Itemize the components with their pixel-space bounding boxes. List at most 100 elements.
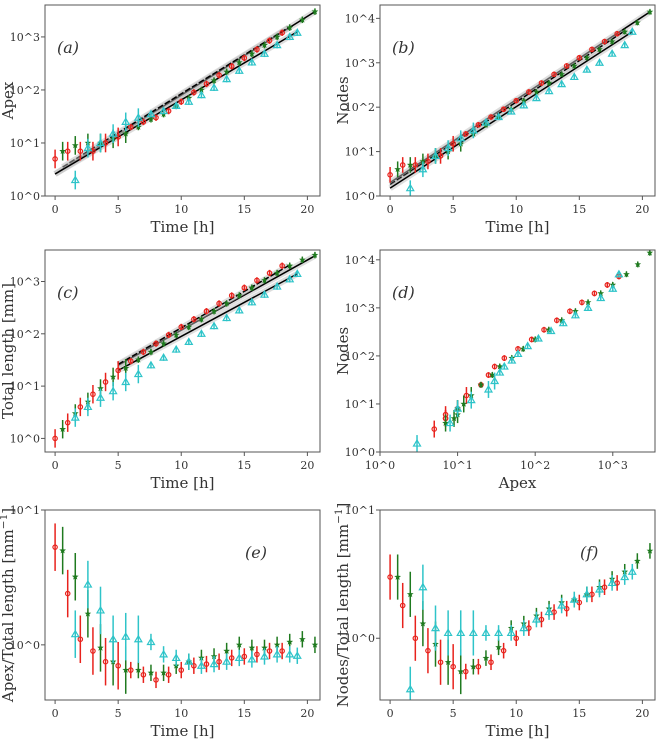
data-point — [531, 93, 541, 102]
data-point — [153, 114, 159, 121]
data-point — [495, 367, 505, 376]
data-point — [523, 341, 533, 350]
x-tick-label: 15 — [572, 203, 586, 216]
fit-line — [117, 265, 289, 366]
data-point — [146, 637, 156, 646]
data-point — [178, 324, 185, 330]
data-point — [634, 19, 641, 26]
data-point — [122, 666, 130, 673]
data-point — [285, 274, 295, 283]
data-point — [579, 299, 585, 306]
data-point — [286, 24, 294, 31]
data-point — [171, 101, 181, 110]
x-tick-label: 15 — [572, 707, 586, 720]
plot-area — [52, 8, 319, 190]
data-point — [83, 143, 93, 152]
data-point — [450, 140, 456, 147]
y-tick-label: 10^4 — [345, 12, 375, 25]
x-tick-label: 15 — [237, 459, 251, 472]
data-point — [544, 86, 554, 95]
data-point — [646, 547, 654, 554]
x-tick-label: 0 — [387, 707, 394, 720]
y-tick-label: 10^0 — [345, 190, 375, 203]
axes-frame — [44, 4, 321, 197]
data-point — [108, 128, 118, 137]
data-point — [261, 276, 268, 284]
data-point — [223, 647, 230, 654]
data-point — [418, 582, 428, 591]
data-point — [488, 114, 494, 120]
data-point — [203, 81, 210, 87]
data-point — [52, 544, 58, 550]
y-axis-label: Apex — [0, 81, 17, 120]
x-tick-label: 10 — [174, 459, 188, 472]
data-point — [311, 8, 319, 15]
data-point — [165, 671, 172, 678]
data-point — [546, 326, 556, 335]
data-point — [108, 634, 118, 643]
data-point — [406, 590, 414, 598]
data-point — [64, 590, 71, 597]
data-point — [442, 419, 449, 426]
plot-area — [412, 250, 654, 452]
data-point — [235, 292, 243, 299]
data-point — [52, 156, 58, 162]
data-point — [147, 669, 155, 676]
y-tick-label: 10^2 — [345, 350, 375, 363]
panel-f: 0 5 10 15 20 10^0 10^1 Time [h] Nodes/Total leng… — [333, 503, 656, 740]
x-tick-label: 20 — [635, 707, 649, 720]
data-point — [209, 321, 219, 330]
data-point — [84, 610, 92, 617]
data-point — [273, 33, 281, 40]
data-point — [122, 130, 130, 137]
data-point — [541, 326, 547, 333]
data-point — [184, 657, 194, 665]
data-point — [216, 658, 222, 665]
data-point — [519, 345, 527, 352]
x-tick-label: 20 — [635, 203, 649, 216]
x-tick-label: 20 — [300, 459, 314, 472]
panel-b: 0 5 10 15 20 10^0 10^1 10^2 10^3 10^4 Time [h] Node… — [334, 4, 656, 236]
data-point — [620, 572, 630, 581]
data-point — [279, 648, 285, 654]
data-point — [569, 594, 579, 603]
data-point — [494, 628, 504, 637]
x-tick-label: 10 — [509, 203, 523, 216]
y-tick-label: 10^3 — [345, 302, 375, 315]
data-point — [273, 269, 281, 276]
data-point — [216, 72, 222, 78]
data-point — [178, 667, 185, 673]
data-point — [71, 573, 79, 580]
data-point — [412, 438, 422, 447]
data-point — [607, 578, 617, 587]
data-point — [261, 41, 268, 48]
data-point — [425, 158, 431, 165]
data-point — [483, 384, 494, 393]
data-point — [121, 117, 131, 125]
data-point — [241, 55, 248, 61]
data-point — [133, 369, 143, 378]
data-point — [222, 657, 232, 665]
panel-d: 10^0 10^1 10^2 10^3 10^0 10^1 10^2 10^3 10^4 Apex… — [334, 249, 656, 492]
x-tick-label: 10^2 — [520, 459, 550, 472]
data-point — [405, 183, 415, 192]
data-point — [614, 30, 620, 37]
data-point — [292, 651, 302, 659]
data-point — [596, 293, 606, 302]
y-tick-label: 10^0 — [10, 639, 40, 652]
x-tick-label: 10 — [174, 203, 188, 216]
data-point — [431, 426, 438, 432]
data-point — [387, 172, 393, 178]
data-point — [77, 404, 84, 410]
data-point — [292, 269, 302, 277]
y-tick-label: 10^1 — [345, 504, 375, 517]
data-point — [266, 270, 273, 276]
data-point — [135, 356, 142, 363]
data-point — [614, 269, 624, 278]
data-point — [563, 63, 570, 69]
data-point — [254, 651, 260, 658]
data-point — [133, 634, 143, 643]
x-tick-label: 5 — [450, 203, 457, 216]
data-point — [412, 635, 419, 642]
data-point — [95, 605, 106, 614]
